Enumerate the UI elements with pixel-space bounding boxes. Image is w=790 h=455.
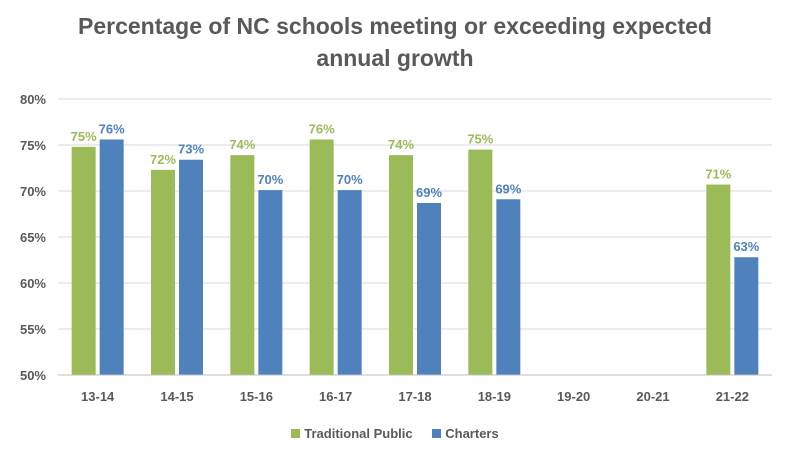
y-tick-label: 55% [20, 322, 46, 337]
gridlines [58, 98, 772, 330]
x-tick-label: 13-14 [81, 389, 115, 404]
bar-charters [99, 139, 124, 375]
data-label-traditional-public: 76% [309, 121, 335, 136]
bar-charters [179, 159, 203, 375]
data-label-traditional-public: 71% [705, 167, 731, 182]
bar-traditional-public [309, 139, 334, 375]
chart-title-line-1: Percentage of NC schools meeting or exce… [78, 13, 712, 39]
bar-traditional-public [468, 149, 493, 375]
x-tick-label: 14-15 [160, 389, 193, 404]
data-label-charters: 73% [178, 142, 204, 157]
bar-traditional-public [706, 184, 731, 375]
bar-charters [734, 257, 759, 375]
y-tick-label: 65% [20, 230, 46, 245]
data-label-traditional-public: 74% [229, 137, 255, 152]
bars [71, 139, 759, 375]
x-tick-label: 17-18 [398, 389, 431, 404]
data-label-charters: 69% [416, 185, 442, 200]
bar-charters [496, 199, 521, 375]
chart-title: Percentage of NC schools meeting or exce… [0, 10, 790, 74]
chart-title-line-2: annual growth [316, 45, 474, 71]
data-label-charters: 63% [733, 239, 759, 254]
legend-item-charters: Charters [432, 426, 499, 441]
data-label-traditional-public: 72% [150, 152, 176, 167]
legend-swatch-charters [432, 429, 442, 438]
data-label-traditional-public: 75% [467, 132, 493, 147]
x-tick-label: 16-17 [319, 389, 352, 404]
y-tick-label: 50% [20, 368, 46, 383]
legend-swatch-traditional-public [291, 429, 301, 438]
x-tick-label: 19-20 [557, 389, 590, 404]
data-label-charters: 69% [495, 181, 521, 196]
bar-traditional-public [230, 155, 255, 375]
data-label-traditional-public: 74% [388, 137, 414, 152]
y-tick-label: 70% [20, 184, 46, 199]
x-tick-label: 20-21 [636, 389, 669, 404]
bar-charters [417, 202, 441, 375]
legend-item-traditional-public: Traditional Public [291, 426, 413, 441]
y-tick-label: 60% [20, 276, 46, 291]
x-tick-label: 15-16 [240, 389, 273, 404]
data-label-charters: 70% [257, 172, 283, 187]
y-tick-label: 75% [20, 138, 46, 153]
legend-label-traditional-public: Traditional Public [304, 426, 413, 441]
bar-charters [337, 190, 362, 375]
data-label-charters: 70% [337, 172, 363, 187]
legend: Traditional Public Charters [0, 426, 790, 441]
legend-label-charters: Charters [445, 426, 499, 441]
x-tick-label: 18-19 [478, 389, 511, 404]
data-label-charters: 76% [99, 121, 125, 136]
bar-charters [258, 190, 283, 375]
bar-traditional-public [71, 146, 96, 375]
x-tick-label: 21-22 [716, 389, 749, 404]
axes: 50% 55% 60% 65% 70% 75% 80% 13-14 14-15 15-16 16-1… [20, 92, 772, 404]
data-label-traditional-public: 75% [71, 129, 97, 144]
bar-traditional-public [389, 155, 413, 375]
data-labels: 75% 72% 74% 76% 74% 75% 71% 76% 73% 70% 70% 69% 69% 6… [71, 121, 760, 254]
bar-traditional-public [151, 169, 175, 375]
y-tick-label: 80% [20, 92, 46, 107]
